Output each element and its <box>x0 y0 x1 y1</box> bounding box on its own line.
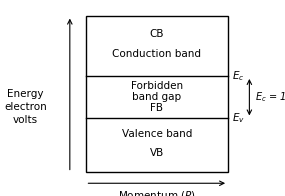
Text: electron: electron <box>4 102 47 112</box>
Text: band gap: band gap <box>132 92 181 102</box>
Text: $E_v$: $E_v$ <box>232 112 245 125</box>
Text: Forbidden: Forbidden <box>131 81 183 92</box>
Text: Energy: Energy <box>7 89 44 99</box>
Text: FB: FB <box>150 103 163 113</box>
Text: Momentum ($P$): Momentum ($P$) <box>118 189 196 196</box>
Text: VB: VB <box>150 148 164 158</box>
Text: $E_c$: $E_c$ <box>232 69 245 83</box>
Text: Valence band: Valence band <box>122 129 192 139</box>
Text: Conduction band: Conduction band <box>112 49 201 59</box>
Text: $E_c$ = 1.12 eV: $E_c$ = 1.12 eV <box>255 90 285 104</box>
Bar <box>86 16 228 172</box>
Text: CB: CB <box>150 29 164 39</box>
Text: volts: volts <box>13 114 38 125</box>
